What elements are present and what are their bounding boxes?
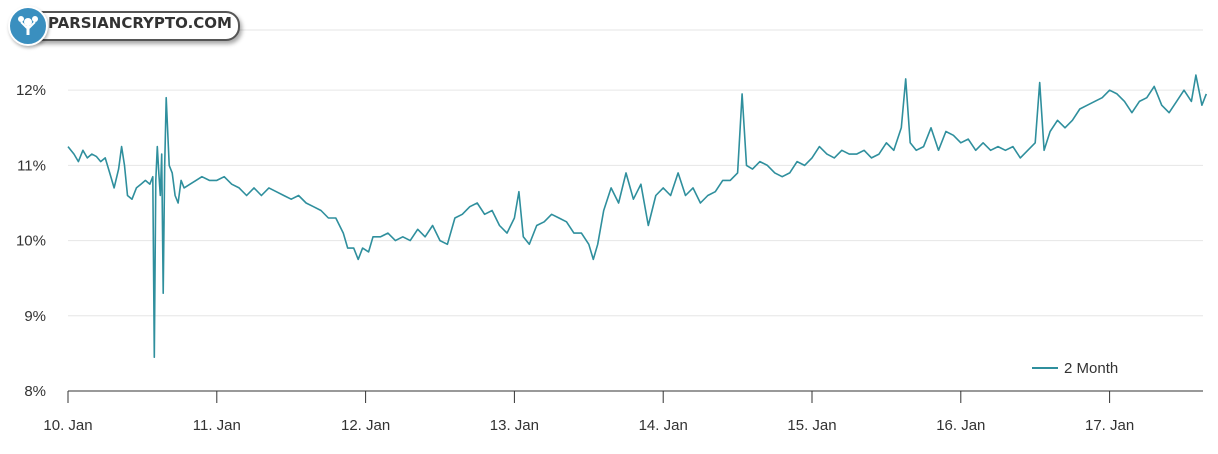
legend-label: 2 Month	[1064, 360, 1118, 377]
series-layer	[67, 74, 1208, 358]
x-axis: 10. Jan 11. Jan 12. Jan 13. Jan 14. Jan 15. J…	[43, 390, 1203, 434]
x-tick-label: 13. Jan	[490, 417, 539, 434]
y-tick-label: 8%	[24, 383, 46, 400]
x-tick-label: 12. Jan	[341, 417, 390, 434]
x-tick-label: 17. Jan	[1085, 417, 1134, 434]
x-tick-label: 14. Jan	[639, 417, 688, 434]
site-logo[interactable]: PARSIANCRYPTO.COM	[8, 6, 240, 46]
y-tick-label: 12%	[16, 82, 46, 99]
y-tick-label: 9%	[24, 308, 46, 325]
tree-logo-icon	[8, 6, 48, 46]
series-line	[67, 74, 1208, 358]
gridlines	[68, 29, 1203, 317]
logo-text: PARSIANCRYPTO.COM	[48, 14, 232, 32]
logo-pill	[26, 11, 240, 41]
x-tick-label: 11. Jan	[193, 417, 241, 434]
y-axis-tick-labels: 8% 9% 10% 11% 12%	[16, 82, 46, 400]
legend[interactable]: 2 Month	[1032, 360, 1118, 377]
x-tick-label: 15. Jan	[787, 417, 836, 434]
y-tick-label: 11%	[17, 157, 46, 174]
x-tick-label: 16. Jan	[936, 417, 985, 434]
x-tick-label: 10. Jan	[43, 417, 92, 434]
y-tick-label: 10%	[16, 233, 46, 250]
